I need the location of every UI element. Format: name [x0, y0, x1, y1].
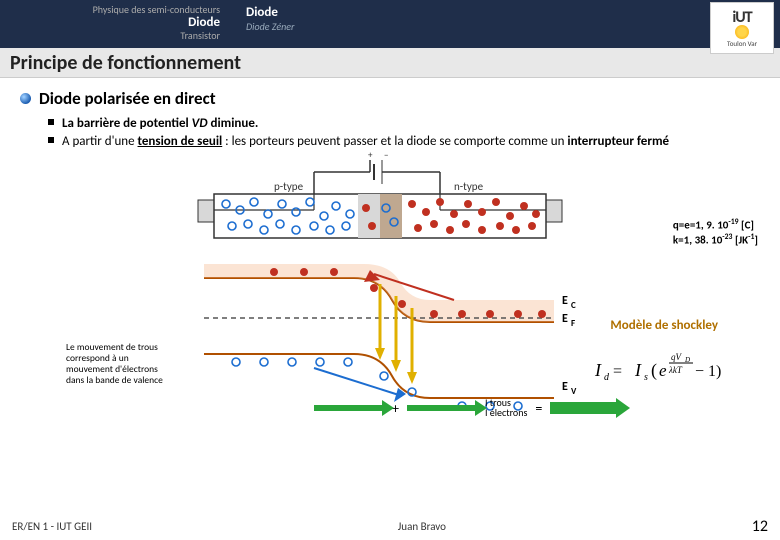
bullet2-c: interrupteur fermé	[567, 134, 669, 149]
content-heading: Diode polarisée en direct	[39, 88, 216, 109]
svg-text:+: +	[368, 150, 373, 161]
svg-text:−: −	[384, 150, 388, 161]
bullet1-vd: VD	[192, 116, 208, 131]
bullet2-underline: tension de seuil	[138, 134, 223, 149]
section-title: Principe de fonctionnement	[0, 48, 780, 78]
current-equation: + I trous I électrons =	[314, 398, 620, 418]
svg-text:s: s	[644, 372, 648, 383]
depletion-right	[380, 194, 402, 238]
bullet2-a: A partir d'une	[62, 134, 138, 149]
svg-text:− 1): − 1)	[695, 363, 721, 380]
footer: ER/EN 1 - IUT GEII Juan Bravo 12	[0, 517, 780, 536]
footer-center: Juan Bravo	[398, 520, 446, 533]
svg-text:C: C	[571, 300, 576, 311]
topic-diode: Diode	[188, 16, 220, 31]
ntype-label: n-type	[454, 180, 484, 193]
topic-physics: Physique des semi-conducteurs	[93, 4, 220, 16]
square-bullet-icon	[48, 137, 54, 143]
bullet1-text-a: La barrière de potentiel	[62, 116, 192, 131]
svg-text:E: E	[562, 312, 568, 326]
svg-text:λkT: λkT	[668, 365, 683, 375]
footer-left: ER/EN 1 - IUT GEII	[12, 520, 92, 533]
diode-diagram-svg: + − p-type n-type	[14, 150, 774, 440]
bullet1-text-b: diminue.	[208, 116, 259, 131]
equals-sign: =	[535, 400, 542, 417]
content-area: Diode polarisée en direct La barrière de…	[0, 78, 780, 450]
shockley-label: Modèle de shockley	[610, 318, 718, 333]
current-topic-title: Diode	[246, 6, 294, 21]
svg-text:E: E	[562, 294, 568, 308]
topic-transistor: Transistor	[180, 30, 220, 42]
svg-text:d: d	[604, 372, 610, 383]
logo-sun-icon	[735, 25, 749, 39]
constants-block: q=e=1, 9. 10-19 [C] k=1, 38. 10-23 [JK-1…	[673, 218, 758, 247]
svg-text:V: V	[571, 386, 577, 397]
green-arrow-bold-icon	[550, 402, 620, 414]
header-bar: Physique des semi-conducteurs Diode Tran…	[0, 0, 780, 48]
svg-text:qV: qV	[671, 352, 683, 362]
svg-text:F: F	[571, 318, 575, 329]
bullet-icon	[20, 93, 31, 104]
green-arrow-icon	[407, 405, 477, 411]
shockley-formula: I d = I s ( e qV D λkT − 1)	[591, 348, 756, 388]
valence-note: Le mouvement de trous correspond à un mo…	[66, 342, 176, 386]
holes-group	[222, 198, 354, 234]
heading-row: Diode polarisée en direct	[20, 88, 766, 109]
current-labels: I trous I électrons	[485, 398, 527, 418]
current-topic: Diode Diode Zéner	[246, 4, 294, 32]
battery-icon: + −	[314, 150, 440, 194]
current-topic-sub: Diode Zéner	[246, 21, 294, 33]
svg-text:E: E	[562, 380, 568, 394]
logo-subtext: Toulon Var	[727, 39, 757, 48]
band-diagram: EC EF EV	[204, 264, 577, 410]
square-bullet-icon	[48, 119, 54, 125]
iut-logo: iUT Toulon Var	[710, 2, 774, 54]
svg-text:e: e	[659, 361, 667, 380]
green-arrow-icon	[314, 405, 384, 411]
electrons-group	[408, 198, 540, 234]
depletion-left	[358, 194, 380, 238]
bullet-1: La barrière de potentiel VD diminue.	[48, 115, 766, 133]
svg-text:=: =	[613, 363, 622, 380]
bullet-2: A partir d'une tension de seuil : les po…	[48, 133, 766, 151]
page-number: 12	[752, 517, 768, 536]
svg-text:I: I	[634, 360, 642, 380]
diagram-area: + − p-type n-type	[14, 150, 766, 450]
svg-text:I: I	[594, 360, 602, 380]
ptype-label: p-type	[274, 180, 304, 193]
topic-list: Physique des semi-conducteurs Diode Tran…	[10, 4, 220, 42]
bullet2-b: : les porteurs peuvent passer et la diod…	[222, 134, 567, 149]
svg-text:(: (	[651, 360, 657, 381]
